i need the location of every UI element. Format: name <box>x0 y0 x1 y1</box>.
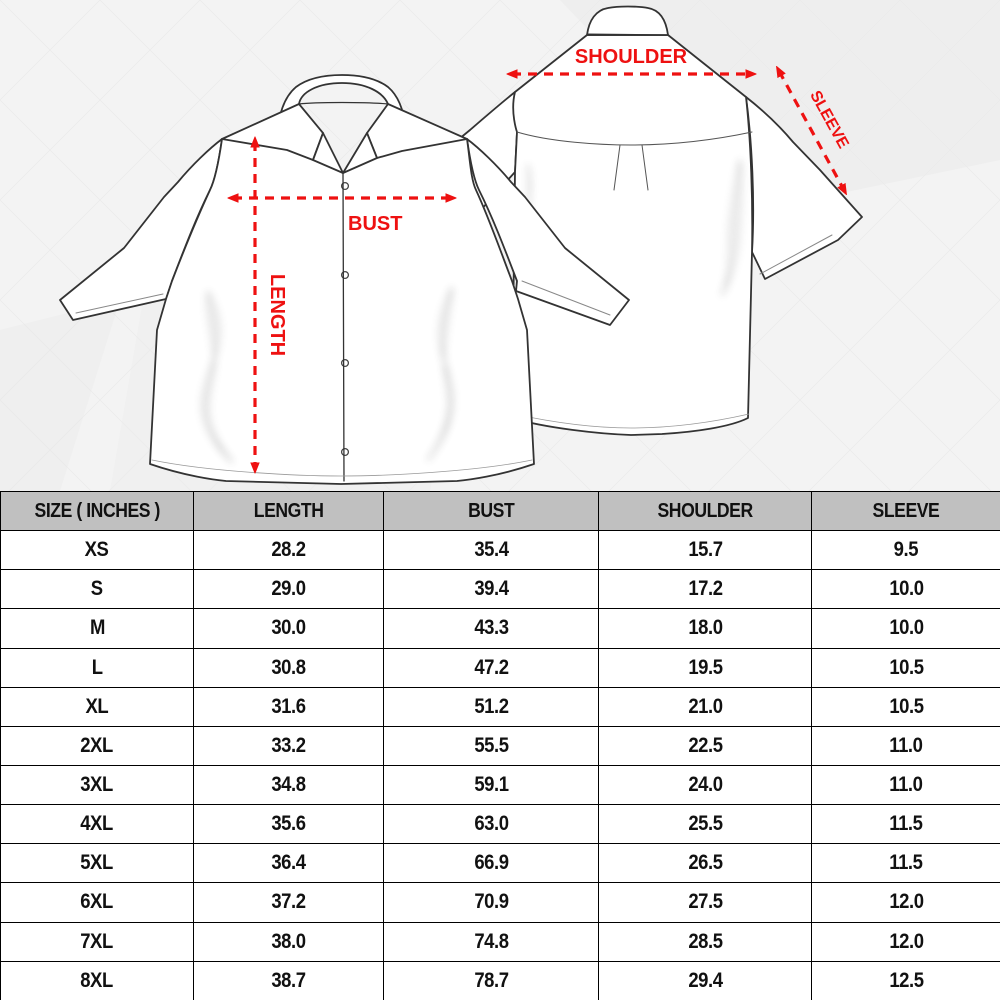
svg-text:BUST: BUST <box>348 213 402 235</box>
svg-text:LENGTH: LENGTH <box>266 274 288 356</box>
svg-text:SLEEVE: SLEEVE <box>806 88 852 152</box>
svg-text:SHOULDER: SHOULDER <box>575 46 688 68</box>
